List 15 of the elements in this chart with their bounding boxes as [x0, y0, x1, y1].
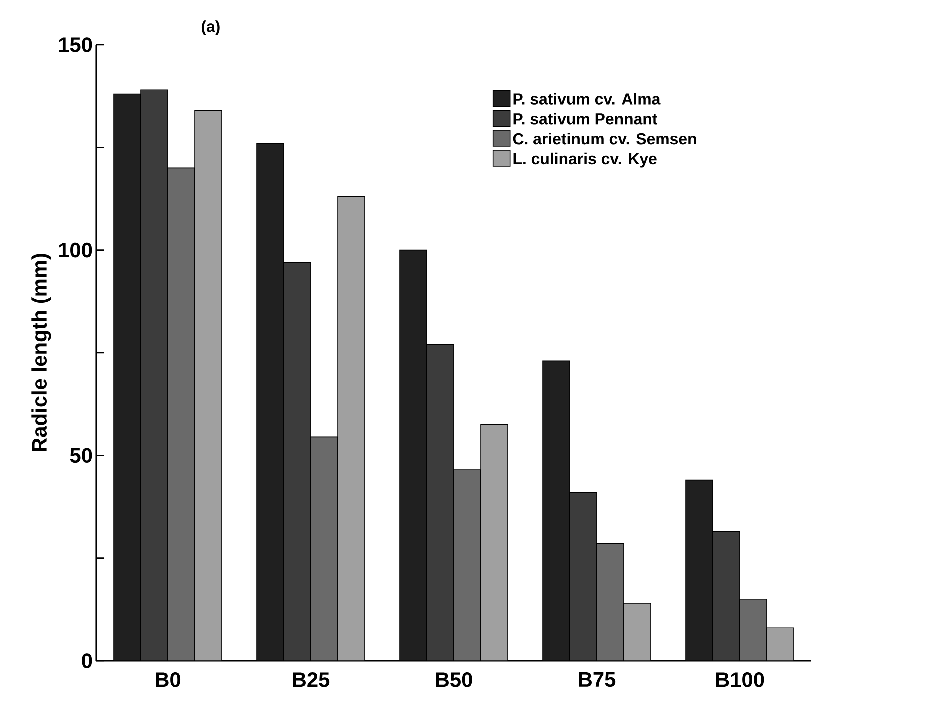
x-tick-label: B25: [293, 672, 330, 688]
legend-label: P. sativum cv. Alma: [514, 93, 661, 105]
chart-title: (a): [202, 20, 220, 36]
x-tick-label: B100: [716, 672, 764, 688]
x-tick-label: B75: [579, 672, 616, 688]
y-tick-label: 150: [59, 38, 92, 52]
y-tick-label: 50: [70, 448, 92, 464]
x-tick-label: B0: [156, 672, 181, 688]
y-tick-label: 100: [59, 242, 92, 258]
x-tick-label: B50: [436, 672, 472, 688]
y-axis-title: Radicle length (mm): [32, 254, 52, 452]
legend-label: C. arietinum cv. Semsen: [513, 133, 696, 145]
legend-label: L. culinaris cv. Kye: [514, 152, 657, 168]
legend-label: P. sativum Pennant: [514, 113, 658, 125]
y-tick-label: 0: [82, 654, 92, 668]
